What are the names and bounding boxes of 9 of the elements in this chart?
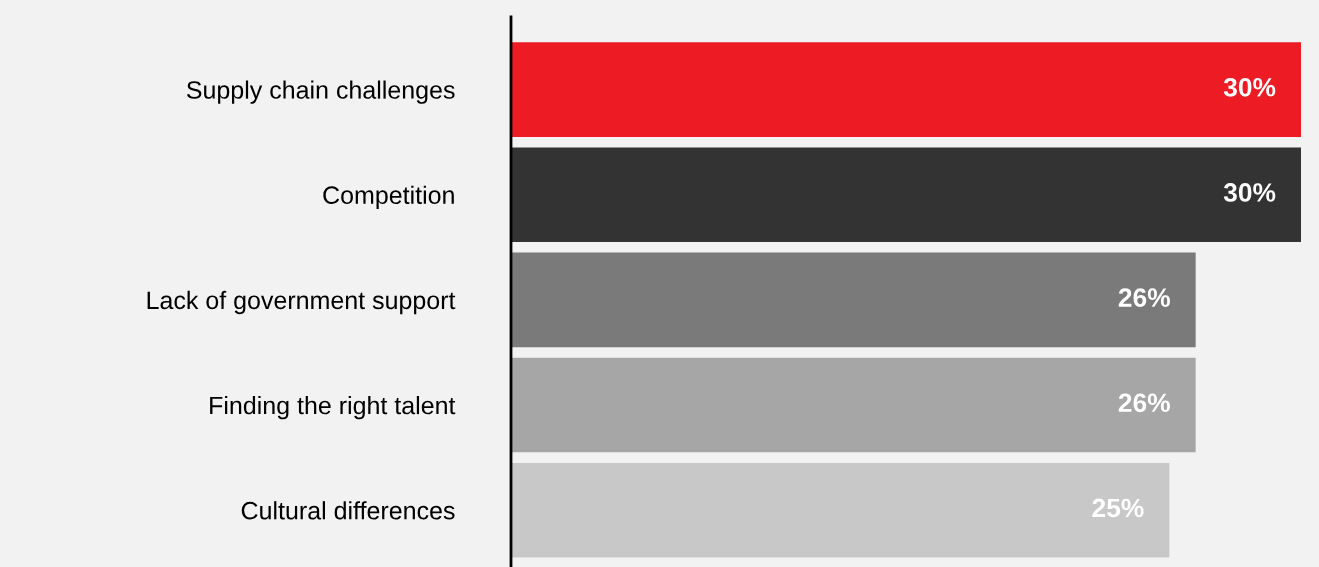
data-label: 30% <box>1223 183 1276 202</box>
data-label: 30% <box>1223 77 1276 97</box>
y-tick-label: Competition <box>323 185 454 209</box>
data-label: 26% <box>1118 288 1170 307</box>
y-tick-label: Supply chain challenges <box>186 80 455 104</box>
y-tick-label: Finding the right talent <box>210 395 456 420</box>
y-tick-label: Lack of government support <box>147 290 456 315</box>
data-label: 26% <box>1118 393 1170 413</box>
y-tick-label: Cultural differences <box>241 501 455 520</box>
